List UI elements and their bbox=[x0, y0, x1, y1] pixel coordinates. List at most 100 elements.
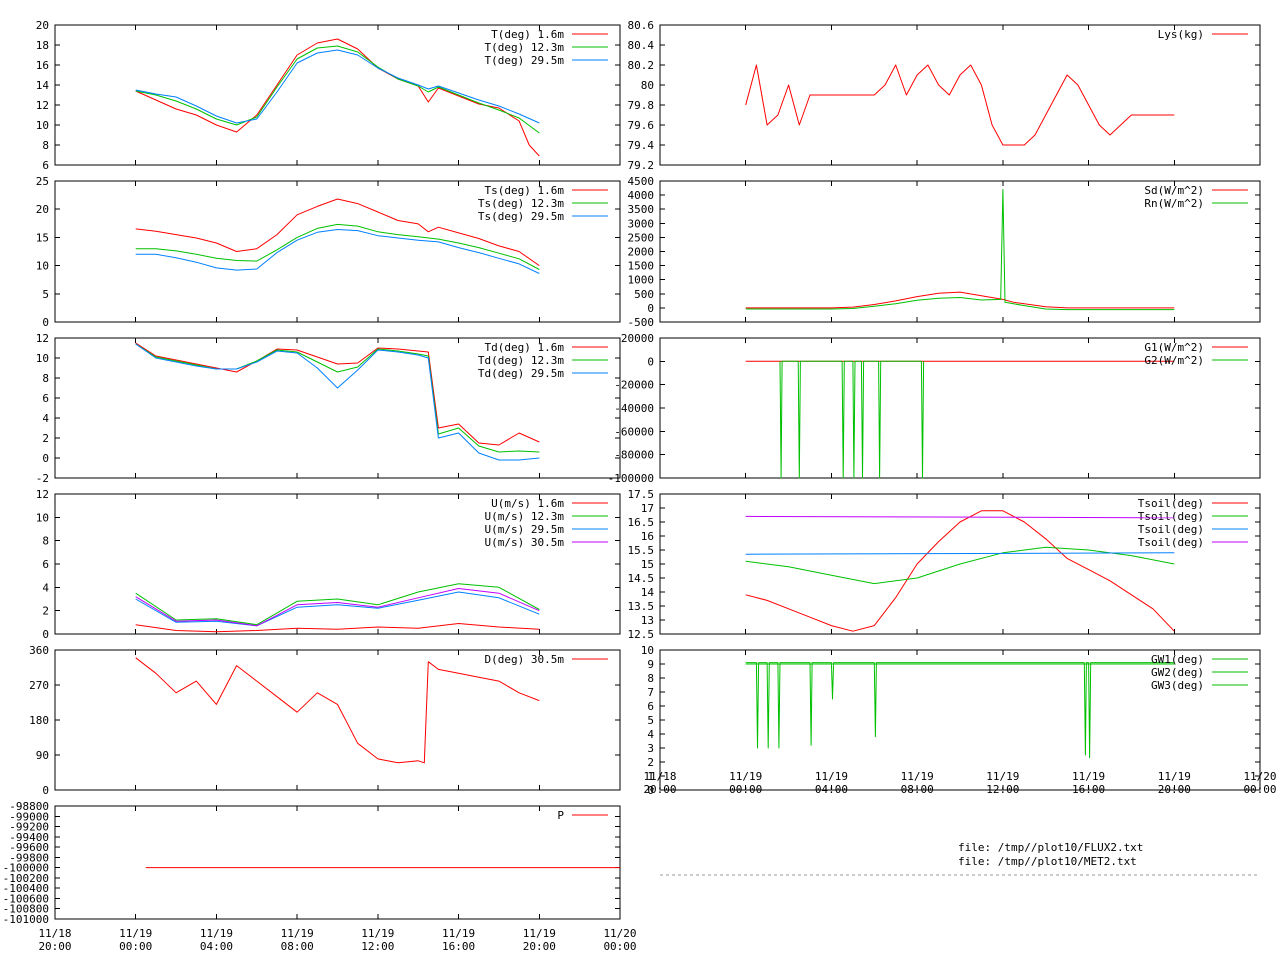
y-tick-label: 8 bbox=[647, 672, 654, 685]
y-tick-label: 5 bbox=[647, 714, 654, 727]
file-label-flux: file: /tmp//plot10/FLUX2.txt bbox=[958, 841, 1143, 854]
series-line bbox=[135, 591, 540, 627]
y-tick-label: -100000 bbox=[608, 472, 654, 485]
x-tick-label-date: 11/20 bbox=[603, 927, 636, 940]
y-tick-label: 6 bbox=[42, 392, 49, 405]
x-tick-label-date: 11/20 bbox=[1243, 770, 1276, 783]
y-tick-label: 12 bbox=[36, 99, 49, 112]
x-tick-label-time: 20:00 bbox=[523, 940, 556, 953]
y-tick-label: 8 bbox=[42, 139, 49, 152]
y-tick-label: 13.5 bbox=[628, 600, 655, 613]
y-tick-label: 4 bbox=[647, 728, 654, 741]
x-tick-label-time: 08:00 bbox=[281, 940, 314, 953]
y-tick-label: -98800 bbox=[9, 800, 49, 813]
y-tick-label: -60000 bbox=[614, 425, 654, 438]
time-axes: 11/1820:0011/1900:0011/1904:0011/1908:00… bbox=[38, 770, 1276, 953]
y-tick-label: 1 bbox=[647, 770, 654, 783]
y-tick-label: -20000 bbox=[614, 379, 654, 392]
y-tick-label: 80.4 bbox=[628, 39, 655, 52]
legend-label: G1(W/m^2) bbox=[1144, 341, 1204, 354]
y-tick-label: 6 bbox=[647, 700, 654, 713]
series-line bbox=[135, 343, 540, 461]
x-tick-label-time: 00:00 bbox=[729, 783, 762, 796]
y-tick-label: 4500 bbox=[628, 175, 655, 188]
x-tick-label-date: 11/19 bbox=[815, 770, 848, 783]
plot-frame bbox=[54, 337, 621, 479]
series-line bbox=[779, 360, 925, 479]
y-tick-label: 3500 bbox=[628, 203, 655, 216]
legend-label: G2(W/m^2) bbox=[1144, 354, 1204, 367]
y-tick-label: 18 bbox=[36, 39, 49, 52]
y-tick-label: 16.5 bbox=[628, 516, 655, 529]
y-tick-label: 0 bbox=[647, 302, 654, 315]
y-tick-label: 10 bbox=[36, 260, 49, 273]
chart-panel: -101000-100800-100600-100400-100200-1000… bbox=[3, 800, 621, 926]
y-tick-label: -99000 bbox=[9, 810, 49, 823]
y-tick-label: -99600 bbox=[9, 841, 49, 854]
y-tick-label: 2 bbox=[647, 756, 654, 769]
y-tick-label: 7 bbox=[647, 686, 654, 699]
legend-label: P bbox=[557, 809, 564, 822]
chart-panel: 0 90 180 270 360 D(deg) 30.5m bbox=[29, 644, 621, 797]
legend-label: Ts(deg) 1.6m bbox=[485, 184, 565, 197]
x-tick-label-date: 11/19 bbox=[200, 927, 233, 940]
series-line bbox=[135, 38, 540, 157]
y-tick-label: -80000 bbox=[614, 449, 654, 462]
y-tick-label: 500 bbox=[634, 288, 654, 301]
x-tick-label-date: 11/18 bbox=[643, 770, 676, 783]
series-line bbox=[745, 510, 1175, 632]
y-tick-label: 79.6 bbox=[628, 119, 655, 132]
file-label-met: file: /tmp//plot10/MET2.txt bbox=[958, 855, 1137, 868]
legend-label: Td(deg) 1.6m bbox=[485, 341, 565, 354]
y-tick-label: 2000 bbox=[628, 246, 655, 259]
plot-frame bbox=[659, 24, 1261, 166]
y-tick-label: 1000 bbox=[628, 274, 655, 287]
y-tick-label: 12 bbox=[36, 488, 49, 501]
x-tick-label-date: 11/19 bbox=[729, 770, 762, 783]
legend-label: D(deg) 30.5m bbox=[485, 653, 565, 666]
series-line bbox=[135, 583, 540, 626]
x-tick-label-date: 11/19 bbox=[361, 927, 394, 940]
y-tick-label: 16 bbox=[36, 59, 49, 72]
y-tick-label: 4 bbox=[42, 581, 49, 594]
y-tick-label: 0 bbox=[42, 452, 49, 465]
x-tick-label-time: 08:00 bbox=[901, 783, 934, 796]
plot-frame bbox=[54, 180, 621, 323]
chart-panel: -100000 -80000 -60000 -40000 -20000 0 20000 G1(… bbox=[608, 332, 1261, 485]
y-tick-label: 270 bbox=[29, 679, 49, 692]
y-tick-label: 12 bbox=[36, 332, 49, 345]
y-tick-label: 8 bbox=[42, 535, 49, 548]
y-tick-label: 2 bbox=[42, 605, 49, 618]
legend-label: GW3(deg) bbox=[1151, 679, 1204, 692]
legend-label: Td(deg) 29.5m bbox=[478, 367, 564, 380]
y-tick-label: -100000 bbox=[3, 862, 49, 875]
legend-label: Rn(W/m^2) bbox=[1144, 197, 1204, 210]
y-tick-label: 20000 bbox=[621, 332, 654, 345]
x-tick-label-time: 00:00 bbox=[603, 940, 636, 953]
y-tick-label: 10 bbox=[36, 352, 49, 365]
y-tick-label: 9 bbox=[647, 658, 654, 671]
x-tick-label-time: 20:00 bbox=[1158, 783, 1191, 796]
series-line bbox=[135, 45, 540, 134]
y-tick-label: 17 bbox=[641, 502, 654, 515]
y-tick-label: 180 bbox=[29, 714, 49, 727]
series-line bbox=[135, 342, 540, 446]
y-tick-label: -100800 bbox=[3, 903, 49, 916]
y-tick-label: -40000 bbox=[614, 402, 654, 415]
x-tick-label-date: 11/19 bbox=[901, 770, 934, 783]
y-tick-label: 90 bbox=[36, 749, 49, 762]
x-tick-label-time: 12:00 bbox=[361, 940, 394, 953]
legend-label: Lys(kg) bbox=[1158, 28, 1204, 41]
legend-label: U(m/s) 30.5m bbox=[485, 536, 565, 549]
series-line bbox=[135, 198, 540, 267]
y-tick-label: 3000 bbox=[628, 217, 655, 230]
y-tick-label: 15 bbox=[36, 231, 49, 244]
legend-label: Tsoil(deg) bbox=[1138, 523, 1204, 536]
y-tick-label: 6 bbox=[42, 558, 49, 571]
y-tick-label: 20 bbox=[36, 19, 49, 32]
x-tick-label-time: 12:00 bbox=[986, 783, 1019, 796]
y-tick-label: 2 bbox=[42, 432, 49, 445]
legend-label: T(deg) 29.5m bbox=[485, 54, 565, 67]
x-tick-label-time: 00:00 bbox=[1243, 783, 1276, 796]
